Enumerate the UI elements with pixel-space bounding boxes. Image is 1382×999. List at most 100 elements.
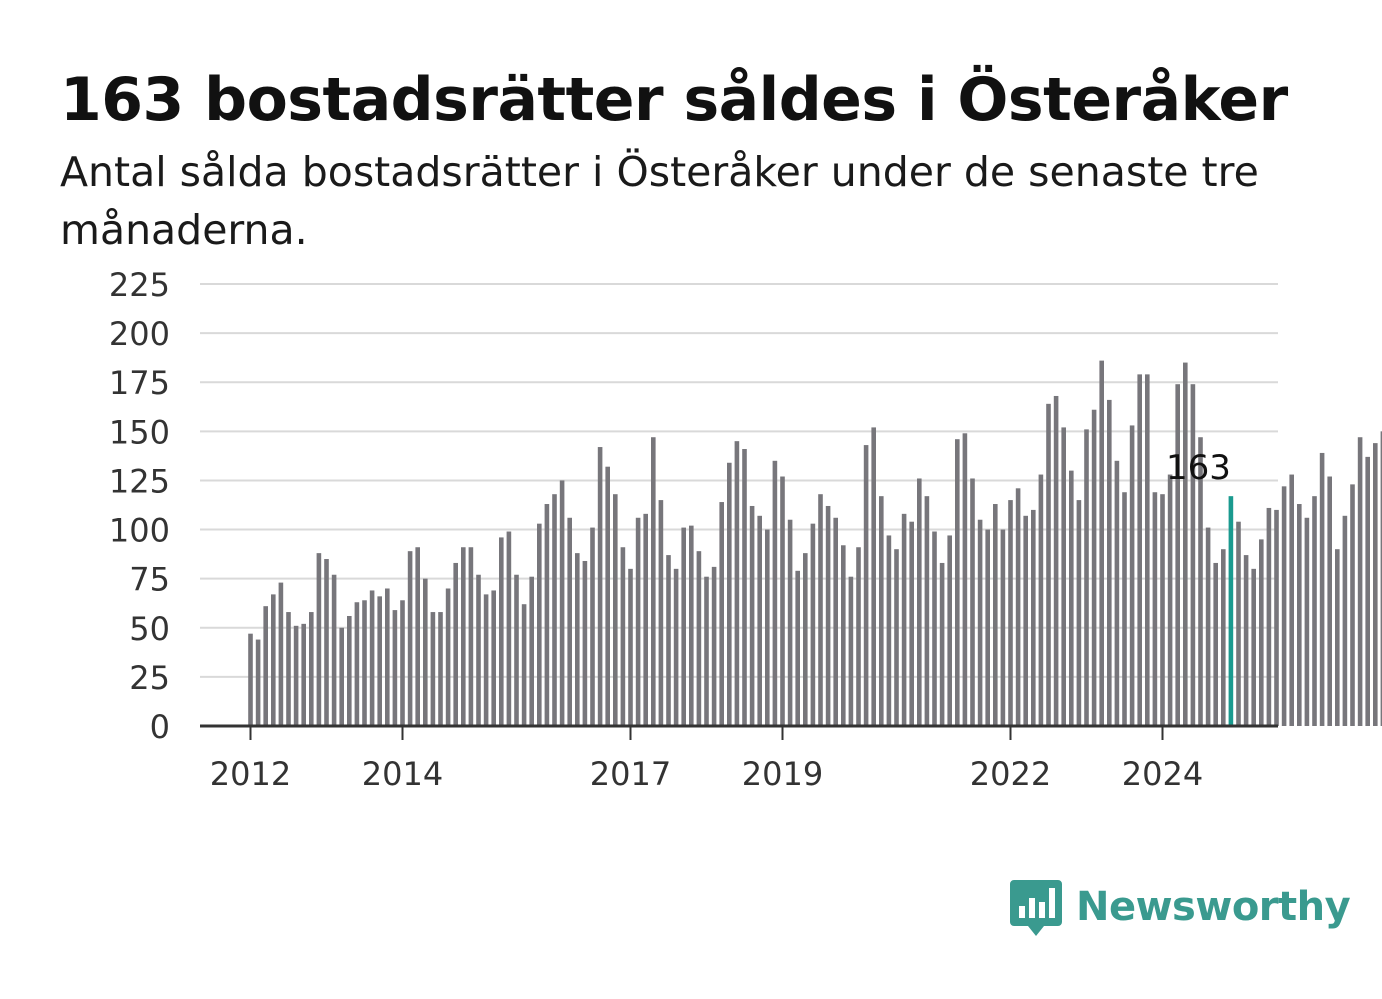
chart-subtitle: Antal sålda bostadsrätter i Österåker un…	[60, 148, 1259, 254]
bar	[1319, 452, 1325, 726]
bar	[445, 588, 451, 726]
bar	[392, 610, 398, 726]
newsworthy-brand[interactable]: Newsworthy	[1008, 872, 1351, 942]
y-tick-label: 225	[109, 266, 170, 304]
bar	[1327, 476, 1332, 726]
data-label: 163	[1166, 448, 1231, 488]
bar	[1160, 494, 1165, 726]
bar	[620, 547, 626, 726]
bar	[613, 494, 618, 726]
bar	[909, 521, 914, 726]
bar	[780, 476, 785, 726]
bar	[635, 517, 641, 726]
bar	[1076, 500, 1082, 726]
bar	[521, 604, 527, 726]
bar	[278, 582, 284, 726]
bar	[1167, 474, 1173, 726]
bar	[924, 496, 930, 726]
bar	[901, 513, 907, 726]
bar	[825, 505, 831, 726]
bar	[430, 612, 436, 726]
bar	[400, 600, 405, 726]
bar	[696, 551, 702, 726]
bar	[499, 537, 504, 726]
bar-chart: 0 25 50 75 100 125 150 175 200 225 2012 2014 2017 201…	[109, 266, 1382, 793]
y-tick-label: 125	[109, 462, 170, 500]
bar	[1221, 549, 1226, 726]
bar	[628, 568, 633, 726]
bar	[932, 531, 937, 726]
bar	[727, 462, 732, 726]
x-tick-label: 2024	[1122, 755, 1203, 793]
bar	[1335, 549, 1340, 726]
bar	[506, 531, 512, 726]
bar	[605, 466, 610, 726]
bar	[1084, 429, 1089, 726]
bar	[347, 615, 352, 726]
x-tick-label: 2014	[362, 755, 443, 793]
bar	[377, 596, 382, 726]
bar	[1342, 515, 1348, 726]
bar	[468, 547, 474, 726]
bar	[719, 502, 724, 726]
bar	[354, 602, 360, 726]
bar	[461, 547, 466, 726]
bar	[331, 574, 337, 726]
bar	[1122, 492, 1127, 726]
bar	[438, 612, 443, 726]
bar	[1015, 488, 1021, 726]
bar	[1289, 474, 1294, 726]
bar	[1380, 431, 1382, 726]
bar	[582, 560, 588, 726]
bar	[537, 523, 542, 726]
bar	[1183, 362, 1188, 726]
bar	[483, 594, 489, 726]
bar	[1251, 568, 1256, 726]
bar	[339, 627, 344, 726]
bar	[1297, 504, 1302, 726]
bar	[1023, 515, 1028, 726]
bar	[894, 549, 899, 726]
bar	[301, 623, 306, 726]
bar	[673, 568, 679, 726]
bar	[947, 535, 952, 726]
bar	[385, 588, 390, 726]
bar	[453, 562, 458, 726]
bar	[476, 574, 481, 726]
bar	[286, 612, 291, 726]
bar	[1259, 539, 1264, 726]
chart-title: 163 bostadsrätter såldes i Österåker	[60, 65, 1288, 135]
bar	[597, 447, 603, 726]
bar	[1099, 360, 1104, 726]
bar	[1038, 474, 1044, 726]
bar	[749, 505, 755, 726]
bar	[818, 494, 823, 726]
bar	[309, 612, 314, 726]
y-tick-label: 50	[129, 610, 170, 648]
y-tick-label: 175	[109, 364, 170, 402]
bar	[271, 594, 276, 726]
bar	[529, 576, 534, 726]
x-tick-label: 2022	[970, 755, 1051, 793]
bar	[362, 600, 367, 726]
bar	[765, 529, 770, 726]
bar	[316, 553, 322, 726]
bar	[863, 445, 869, 726]
x-tick-label: 2019	[742, 755, 823, 793]
bar	[1046, 403, 1051, 726]
bar	[590, 527, 595, 726]
bar	[544, 504, 550, 726]
bar	[1213, 562, 1218, 726]
bar	[1274, 509, 1279, 726]
bar	[369, 590, 375, 726]
bar	[1365, 456, 1370, 726]
bar	[1243, 555, 1249, 726]
bar	[985, 529, 990, 726]
bar	[955, 439, 960, 726]
bar	[757, 515, 762, 726]
bar	[658, 500, 664, 726]
y-tick-label: 0	[150, 708, 170, 746]
bar	[651, 437, 656, 726]
bar	[567, 517, 572, 726]
bar	[324, 559, 329, 726]
